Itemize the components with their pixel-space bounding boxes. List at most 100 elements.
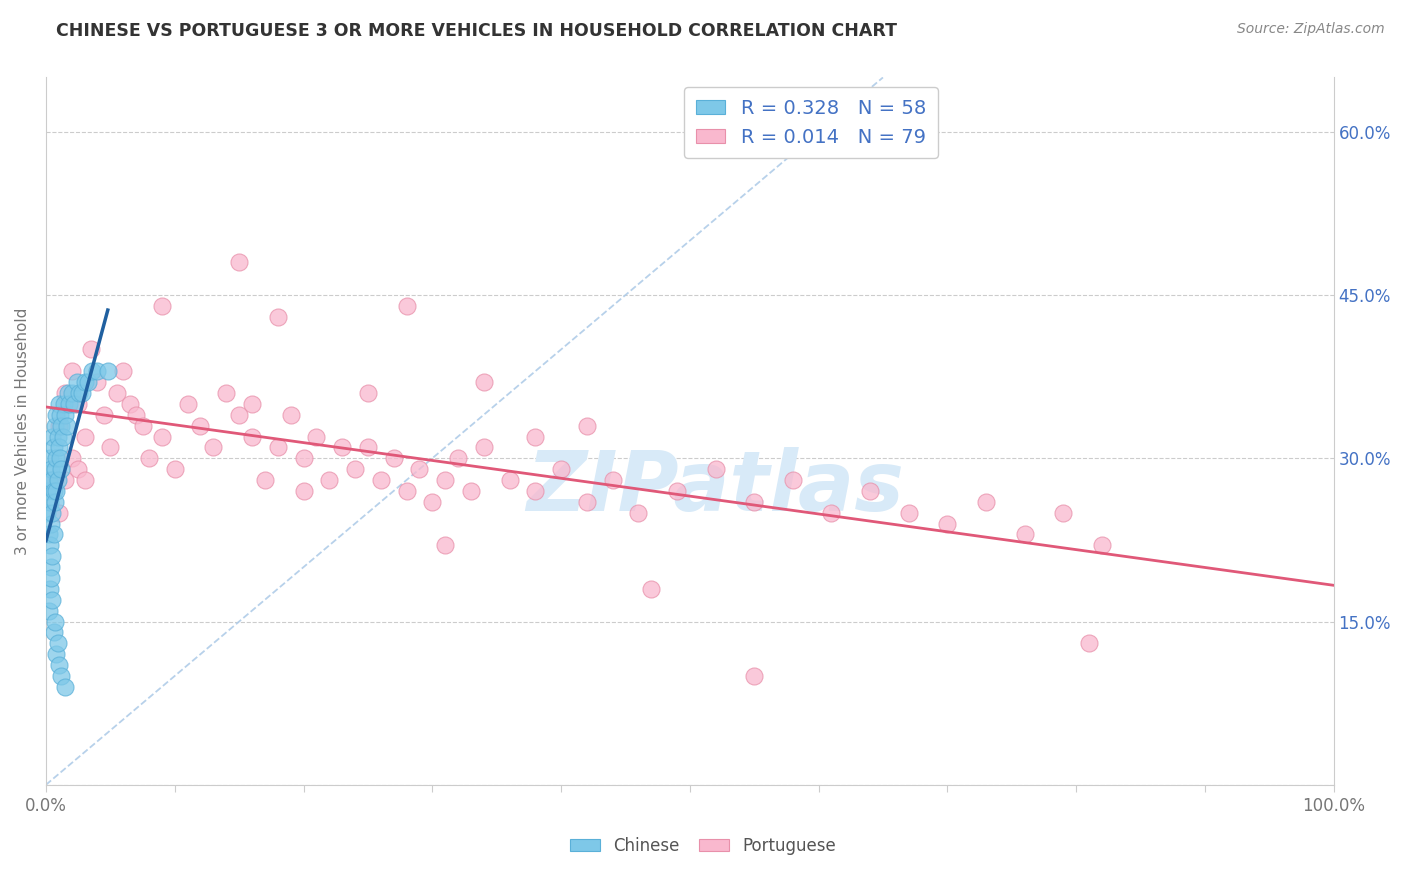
Point — [498, 473, 520, 487]
Point — [51, 669, 73, 683]
Point — [176, 397, 198, 411]
Point — [41, 473, 63, 487]
Point — [280, 408, 302, 422]
Point — [46, 636, 69, 650]
Point — [48, 658, 70, 673]
Point — [38, 451, 60, 466]
Point — [86, 364, 108, 378]
Point — [56, 386, 79, 401]
Point — [48, 506, 70, 520]
Point — [55, 418, 77, 433]
Point — [292, 451, 315, 466]
Point — [51, 462, 73, 476]
Point — [38, 538, 60, 552]
Point — [66, 375, 89, 389]
Point — [53, 386, 76, 401]
Text: Source: ZipAtlas.com: Source: ZipAtlas.com — [1237, 22, 1385, 37]
Point — [370, 473, 392, 487]
Point — [382, 451, 405, 466]
Point — [49, 408, 72, 422]
Point — [240, 397, 263, 411]
Point — [575, 418, 598, 433]
Point — [420, 495, 443, 509]
Point — [395, 483, 418, 498]
Point — [190, 418, 212, 433]
Point — [640, 582, 662, 596]
Point — [150, 299, 173, 313]
Point — [974, 495, 997, 509]
Point — [524, 429, 547, 443]
Point — [67, 397, 90, 411]
Point — [42, 483, 65, 498]
Point — [704, 462, 727, 476]
Point — [112, 364, 135, 378]
Text: ZIPatlas: ZIPatlas — [527, 447, 904, 528]
Point — [37, 506, 59, 520]
Point — [53, 473, 76, 487]
Point — [98, 441, 121, 455]
Point — [163, 462, 186, 476]
Text: CHINESE VS PORTUGUESE 3 OR MORE VEHICLES IN HOUSEHOLD CORRELATION CHART: CHINESE VS PORTUGUESE 3 OR MORE VEHICLES… — [56, 22, 897, 40]
Point — [267, 310, 290, 324]
Point — [202, 441, 225, 455]
Point — [44, 615, 66, 629]
Point — [77, 375, 100, 389]
Point — [41, 429, 63, 443]
Point — [742, 669, 765, 683]
Point — [58, 397, 80, 411]
Point — [343, 462, 366, 476]
Point — [472, 375, 495, 389]
Point — [41, 549, 63, 564]
Point — [150, 429, 173, 443]
Point — [318, 473, 340, 487]
Point — [602, 473, 624, 487]
Point — [60, 451, 83, 466]
Point — [41, 473, 63, 487]
Point — [37, 483, 59, 498]
Legend: Chinese, Portuguese: Chinese, Portuguese — [562, 830, 844, 862]
Point — [228, 255, 250, 269]
Point — [52, 429, 75, 443]
Point — [627, 506, 650, 520]
Point — [305, 429, 328, 443]
Point — [46, 473, 69, 487]
Point — [434, 538, 457, 552]
Point — [447, 451, 470, 466]
Point — [53, 680, 76, 694]
Point — [97, 364, 120, 378]
Point — [240, 429, 263, 443]
Point — [49, 451, 72, 466]
Point — [292, 483, 315, 498]
Point — [38, 495, 60, 509]
Point — [42, 441, 65, 455]
Point — [820, 506, 842, 520]
Point — [1091, 538, 1114, 552]
Point — [86, 375, 108, 389]
Point — [41, 592, 63, 607]
Point — [460, 483, 482, 498]
Point — [53, 397, 76, 411]
Point — [80, 343, 103, 357]
Point — [93, 408, 115, 422]
Point — [125, 408, 148, 422]
Point — [60, 364, 83, 378]
Point — [45, 451, 67, 466]
Point — [138, 451, 160, 466]
Point — [105, 386, 128, 401]
Point — [395, 299, 418, 313]
Point — [330, 441, 353, 455]
Point — [859, 483, 882, 498]
Point — [45, 483, 67, 498]
Point — [434, 473, 457, 487]
Point — [39, 516, 62, 531]
Point — [408, 462, 430, 476]
Point — [69, 386, 91, 401]
Point — [524, 483, 547, 498]
Point — [82, 364, 104, 378]
Point — [39, 560, 62, 574]
Point — [897, 506, 920, 520]
Point — [53, 408, 76, 422]
Legend: R = 0.328   N = 58, R = 0.014   N = 79: R = 0.328 N = 58, R = 0.014 N = 79 — [685, 87, 938, 158]
Point — [38, 582, 60, 596]
Point — [253, 473, 276, 487]
